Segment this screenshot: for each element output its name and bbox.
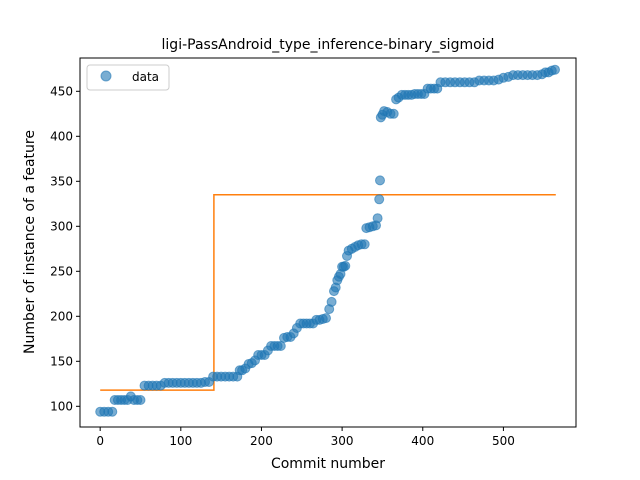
y-tick-label: 150	[50, 354, 73, 368]
legend-label-data: data	[132, 70, 159, 84]
legend: data	[86, 64, 170, 91]
data-point	[372, 213, 383, 224]
data-point	[375, 175, 385, 186]
y-axis-label: Number of instance of a feature	[22, 130, 38, 354]
plot-frame	[79, 57, 577, 428]
x-axis-label: Commit number	[271, 456, 385, 472]
y-tick-label: 450	[50, 84, 73, 98]
x-tick-label: 500	[492, 434, 515, 448]
x-tick-label: 200	[250, 434, 273, 448]
y-tick-label: 100	[50, 399, 73, 413]
legend-marker	[100, 70, 112, 82]
data-point	[326, 296, 337, 307]
x-tick-label: 400	[411, 434, 434, 448]
chart-title: ligi-PassAndroid_type_inference-binary_s…	[162, 37, 495, 53]
y-tick-label: 200	[50, 309, 73, 323]
y-tick-label: 300	[50, 219, 73, 233]
x-tick-label: 0	[96, 434, 104, 448]
data-point	[107, 406, 118, 417]
y-axis: 100 150 200 250 300 350 400 450	[50, 84, 80, 413]
scatter-points-layer	[95, 64, 560, 417]
data-point	[321, 313, 331, 324]
data-point	[388, 108, 399, 119]
data-point	[359, 239, 370, 250]
data-point	[135, 395, 146, 405]
data-point	[374, 194, 385, 205]
x-axis: 0 100 200 300 400 500	[96, 427, 515, 448]
y-tick-label: 250	[50, 264, 73, 278]
data-point	[340, 260, 351, 271]
y-tick-label: 350	[50, 174, 73, 188]
y-tick-label: 400	[50, 129, 73, 143]
x-tick-label: 100	[169, 434, 192, 448]
x-tick-label: 300	[331, 434, 354, 448]
data-point	[550, 64, 560, 75]
